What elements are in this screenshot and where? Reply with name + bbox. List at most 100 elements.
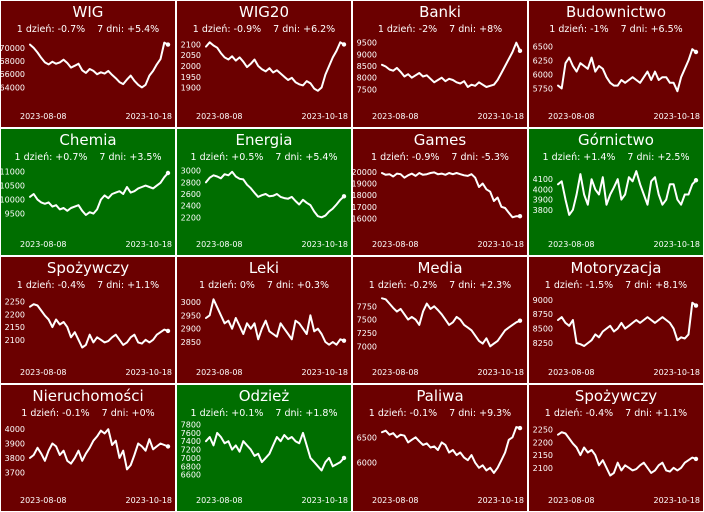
x-start-label: 2023-08-08 — [372, 112, 419, 121]
series-line — [557, 170, 697, 216]
y-tick-label: 8750 — [533, 310, 553, 319]
line-chart: 6000 6500 2023-08-08 2023-10-18 — [357, 425, 524, 505]
chart-title: Paliwa — [416, 387, 464, 405]
chart-title: Spożywczy — [46, 259, 130, 277]
y-tick-label: 7200 — [181, 446, 201, 455]
y-tick-label: 64000 — [0, 83, 25, 92]
last-point — [341, 42, 347, 47]
line-chart: 64000 66000 68000 70000 2023-08-08 2023-10-18 — [0, 41, 172, 121]
chart-stats: 1 dzień: -0.1% 7 dni: +9.3% — [352, 408, 528, 420]
chart-title: Media — [417, 259, 463, 277]
line-chart: 2850 2900 2950 3000 2023-08-08 2023-10-18 — [181, 298, 348, 377]
y-tick-label: 8500 — [533, 325, 553, 334]
last-point — [165, 444, 171, 449]
week-change: 7 dni: +6.5% — [620, 24, 683, 35]
y-tick-label: 7600 — [181, 429, 201, 438]
y-tick-label: 5750 — [533, 84, 553, 93]
chart-title: Chemia — [59, 131, 117, 149]
last-point — [341, 194, 347, 199]
last-point — [517, 425, 523, 431]
y-tick-label: 11000 — [0, 168, 25, 177]
x-end-label: 2023-10-18 — [478, 240, 525, 249]
chart-stats: 1 dzień: -1.5% 7 dni: +8.1% — [528, 280, 704, 292]
chart-title: WIG20 — [239, 3, 289, 21]
week-change: 7 dni: +3.5% — [99, 152, 162, 163]
day-change: 1 dzień: -0.7% — [16, 24, 86, 35]
last-point — [693, 303, 699, 308]
y-tick-label: 9500 — [357, 39, 377, 48]
x-start-label: 2023-08-08 — [548, 496, 595, 505]
y-tick-label: 4000 — [5, 425, 25, 434]
series-line — [557, 301, 697, 347]
x-start-label: 2023-08-08 — [548, 368, 595, 377]
y-tick-label: 3900 — [5, 440, 25, 449]
y-tick-label: 2850 — [181, 338, 201, 347]
y-tick-label: 2900 — [181, 325, 201, 334]
y-tick-label: 6000 — [357, 459, 377, 468]
chart-stats: 1 dzień: +0.5% 7 dni: +5.4% — [176, 152, 352, 164]
line-chart: 2200 2400 2600 2800 3000 2023-08-08 2023-10-18 — [181, 167, 348, 249]
y-tick-label: 2600 — [181, 190, 201, 199]
y-tick-label: 4100 — [533, 175, 553, 184]
series-line — [29, 428, 169, 471]
series-line — [381, 297, 521, 348]
y-tick-label: 16000 — [352, 215, 377, 224]
y-tick-label: 68000 — [0, 57, 25, 66]
y-tick-label: 6600 — [181, 471, 201, 480]
chart-stats: 1 dzień: -0.7% 7 dni: +5.4% — [0, 24, 176, 36]
y-tick-label: 18000 — [352, 191, 377, 200]
week-change: 7 dni: +5.4% — [275, 152, 338, 163]
x-start-label: 2023-08-08 — [20, 368, 67, 377]
week-change: 7 dni: +2.3% — [449, 280, 512, 291]
y-tick-label: 2150 — [5, 323, 25, 332]
x-end-label: 2023-10-18 — [654, 112, 701, 121]
chart-title: Budownictwo — [565, 3, 666, 21]
last-point — [693, 456, 699, 462]
y-tick-label: 2100 — [533, 464, 553, 473]
day-change: 1 dzień: +0.5% — [190, 152, 264, 163]
series-line — [205, 170, 345, 219]
week-change: 7 dni: +8.1% — [625, 280, 688, 291]
last-point — [341, 338, 347, 343]
y-tick-label: 3000 — [181, 298, 201, 307]
week-change: 7 dni: -5.3% — [451, 152, 509, 163]
week-change: 7 dni: +6.2% — [273, 24, 336, 35]
series-line — [205, 41, 345, 92]
series-line — [29, 172, 169, 216]
x-end-label: 2023-10-18 — [654, 368, 701, 377]
chart-title: Odzież — [238, 387, 290, 405]
y-tick-label: 3000 — [181, 167, 201, 176]
x-start-label: 2023-08-08 — [372, 368, 419, 377]
line-chart: 16000 17000 18000 19000 20000 2023-08-08 2023-… — [352, 168, 525, 249]
x-end-label: 2023-10-18 — [654, 496, 701, 505]
series-line — [557, 48, 697, 93]
y-tick-label: 2150 — [533, 451, 553, 460]
week-change: 7 dni: +0.3% — [266, 280, 329, 291]
y-tick-label: 9000 — [533, 296, 553, 305]
last-point — [165, 328, 171, 334]
day-change: 1 dzień: -2% — [377, 24, 438, 35]
line-chart: 2100 2150 2200 2250 2023-08-08 2023-10-18 — [5, 298, 172, 377]
series-line — [557, 431, 697, 477]
x-start-label: 2023-08-08 — [548, 112, 595, 121]
chart-title: WIG — [72, 3, 104, 21]
chart-stats: 1 dzień: -0.9% 7 dni: -5.3% — [352, 152, 528, 164]
chart-stats: 1 dzień: -0.9% 7 dni: +6.2% — [176, 24, 352, 36]
chart-title: Games — [413, 131, 467, 149]
y-tick-label: 2200 — [533, 438, 553, 447]
line-chart: 7000 7250 7500 7750 2023-08-08 2023-10-18 — [357, 297, 524, 377]
chart-panel-wig20-1: WIG20 1 dzień: -0.9% 7 dni: +6.2% 1900 1950 2… — [176, 0, 352, 128]
chart-title: Energia — [235, 131, 293, 149]
x-start-label: 2023-08-08 — [196, 368, 243, 377]
x-start-label: 2023-08-08 — [20, 112, 67, 121]
week-change: 7 dni: +9.3% — [449, 408, 512, 419]
x-end-label: 2023-10-18 — [302, 112, 349, 121]
day-change: 1 dzień: -0.4% — [544, 408, 614, 419]
y-tick-label: 8000 — [357, 74, 377, 83]
y-tick-label: 2200 — [5, 310, 25, 319]
x-start-label: 2023-08-08 — [196, 496, 243, 505]
y-tick-label: 2000 — [181, 62, 201, 71]
y-tick-label: 19000 — [352, 180, 377, 189]
chart-stats: 1 dzień: +0.7% 7 dni: +3.5% — [0, 152, 176, 164]
x-start-label: 2023-08-08 — [372, 496, 419, 505]
